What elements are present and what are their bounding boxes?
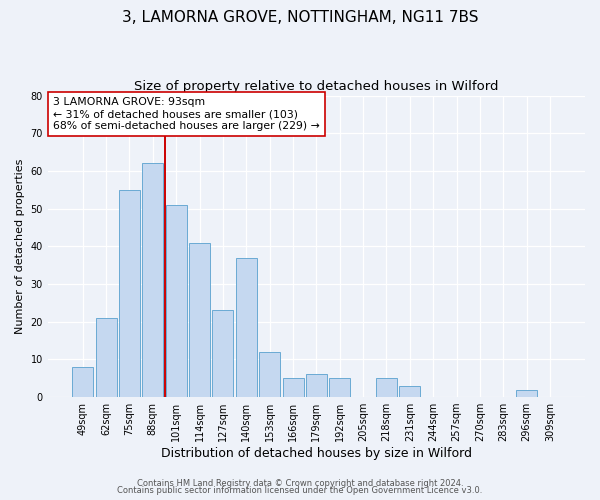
Text: Contains HM Land Registry data © Crown copyright and database right 2024.: Contains HM Land Registry data © Crown c… [137,478,463,488]
Bar [236,258,257,397]
Text: 3, LAMORNA GROVE, NOTTINGHAM, NG11 7BS: 3, LAMORNA GROVE, NOTTINGHAM, NG11 7BS [122,10,478,25]
Bar [95,318,116,397]
Text: 3 LAMORNA GROVE: 93sqm
← 31% of detached houses are smaller (103)
68% of semi-de: 3 LAMORNA GROVE: 93sqm ← 31% of detached… [53,98,320,130]
Bar [400,386,421,397]
Bar [516,390,537,397]
Y-axis label: Number of detached properties: Number of detached properties [15,158,25,334]
Bar [119,190,140,397]
Bar [306,374,327,397]
Bar [142,164,163,397]
X-axis label: Distribution of detached houses by size in Wilford: Distribution of detached houses by size … [161,447,472,460]
Bar [283,378,304,397]
Title: Size of property relative to detached houses in Wilford: Size of property relative to detached ho… [134,80,499,93]
Text: Contains public sector information licensed under the Open Government Licence v3: Contains public sector information licen… [118,486,482,495]
Bar [259,352,280,397]
Bar [166,205,187,397]
Bar [329,378,350,397]
Bar [72,367,93,397]
Bar [376,378,397,397]
Bar [212,310,233,397]
Bar [189,242,210,397]
